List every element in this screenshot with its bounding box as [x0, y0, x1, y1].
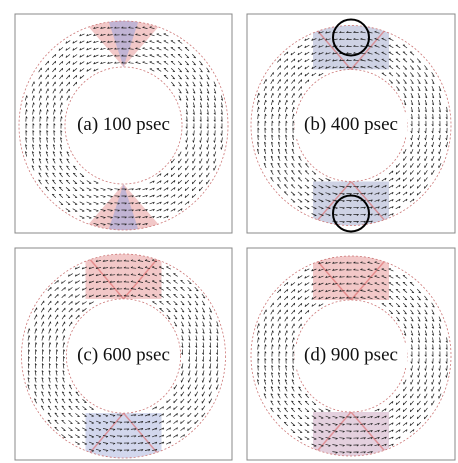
panel: (b) 400 psec [247, 14, 455, 233]
domain-region [313, 412, 389, 456]
domain-region [313, 182, 389, 226]
panel: (a) 100 psec [15, 14, 232, 233]
panel-label: (b) 400 psec [304, 114, 398, 135]
figure: (a) 100 psec (b) 400 psec (c) 600 psec (d) … [0, 0, 458, 463]
panel-label: (a) 100 psec [77, 114, 170, 135]
panel-label: (c) 600 psec [77, 344, 170, 365]
panel: (d) 900 psec [247, 248, 455, 460]
panel-label: (d) 900 psec [304, 344, 398, 365]
panel: (c) 600 psec [15, 248, 232, 460]
